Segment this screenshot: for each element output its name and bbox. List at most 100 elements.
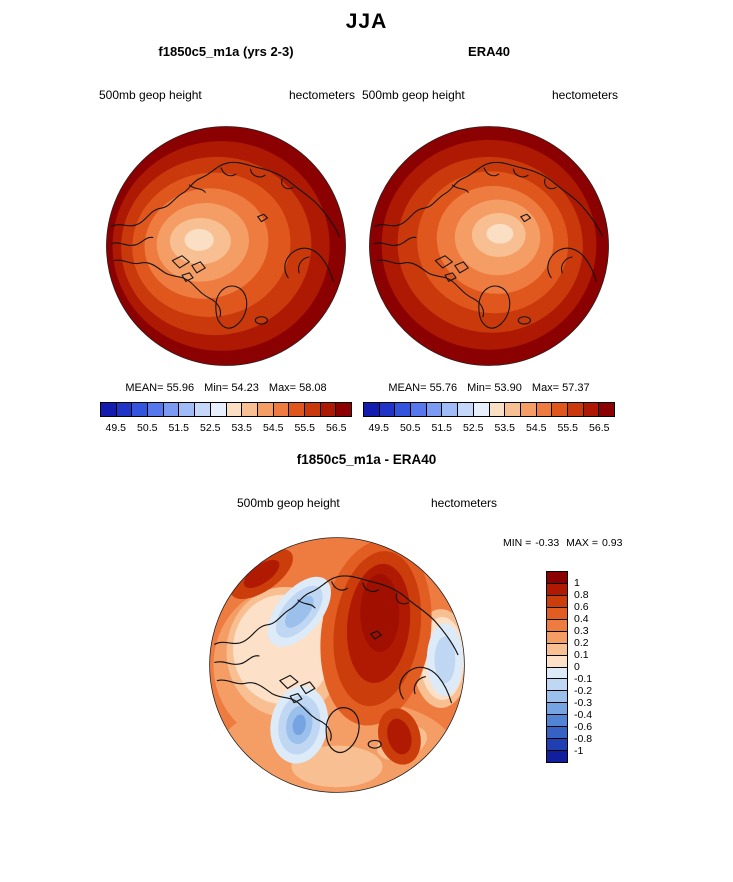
colorbar-segment [442,403,459,416]
colorbar-segment [547,679,567,692]
model-label-row: 500mb geop height hectometers [99,88,355,102]
colorbar-segment [583,403,600,416]
diff-label-row: 500mb geop height hectometers [237,496,497,510]
figure-title: JJA [345,10,388,33]
colorbar-segment [210,403,227,416]
colorbar-segment [273,403,290,416]
diff-map [209,537,465,793]
colorbar-tick-label: 53.5 [494,422,515,434]
mean-label: MEAN= [125,382,164,394]
colorbar-segment [364,403,380,416]
colorbar-segment [304,403,321,416]
model-map [106,126,346,366]
min-label: MIN = [503,537,532,549]
colorbar-tick-label: 54.5 [526,422,547,434]
mean-value: 55.76 [429,382,458,394]
colorbar-segment [547,583,567,596]
colorbar-segment [547,595,567,608]
obs-colorbar-ticks: 49.5 50.5 51.5 52.5 53.5 54.5 55.5 56.5 [363,422,615,435]
colorbar-segment [473,403,490,416]
colorbar-tick-label: 51.5 [168,422,189,434]
colorbar-tick-label: 0 [574,661,580,673]
max-value: 57.37 [562,382,590,394]
colorbar-segment [547,703,567,716]
colorbar-segment [320,403,337,416]
obs-field-label: 500mb geop height [362,88,465,102]
colorbar-tick-label: 56.5 [589,422,610,434]
diff-stats: MIN = -0.33 MAX = 0.93 [503,537,626,549]
colorbar-segment [547,572,567,584]
obs-colorbar [363,402,615,417]
max-value: 0.93 [601,537,623,549]
colorbar-tick-label: 52.5 [463,422,484,434]
colorbar-tick-label: -0.6 [574,721,593,733]
colorbar-segment [599,403,614,416]
panel-obs: ERA40 500mb geop height hectometers MEAN… [358,44,620,446]
max-label: MAX = [566,537,598,549]
diff-contour-fill-layers [209,537,465,793]
colorbar-segment [379,403,396,416]
colorbar-tick-label: 0.2 [574,637,589,649]
min-value: -0.33 [535,537,560,549]
obs-stats: MEAN= 55.76 Min= 53.90 Max= 57.37 [358,382,620,394]
panel-model: f1850c5_m1a (yrs 2-3) 500mb geop height … [95,44,357,446]
colorbar-tick-label: 54.5 [263,422,284,434]
colorbar-segment [547,751,567,762]
diff-colorbar [546,571,568,763]
colorbar-tick-label: -0.8 [574,733,593,745]
colorbar-tick-label: 55.5 [557,422,578,434]
colorbar-segment [426,403,443,416]
colorbar-tick-label: 0.3 [574,625,589,637]
obs-units-label: hectometers [551,88,618,102]
colorbar-tick-label: -0.2 [574,685,593,697]
min-value: 54.23 [231,382,259,394]
colorbar-tick-label: 50.5 [137,422,158,434]
min-label: Min= [204,382,229,394]
colorbar-tick-label: -1 [574,745,584,757]
model-colorbar-ticks: 49.5 50.5 51.5 52.5 53.5 54.5 55.5 56.5 [100,422,352,435]
colorbar-tick-label: 1 [574,577,580,589]
colorbar-segment [242,403,258,416]
colorbar-segment [547,619,567,632]
colorbar-segment [163,403,180,416]
colorbar-segment [116,403,133,416]
colorbar-tick-label: 56.5 [326,422,347,434]
colorbar-tick-label: 49.5 [368,422,389,434]
diff-title: f1850c5_m1a - ERA40 [296,452,437,467]
colorbar-tick-label: -0.1 [574,673,593,685]
colorbar-segment [567,403,584,416]
colorbar-segment [547,715,567,728]
colorbar-segment [552,403,568,416]
colorbar-segment [547,643,567,656]
colorbar-segment [148,403,164,416]
colorbar-segment [520,403,537,416]
colorbar-segment [458,403,474,416]
model-contour-fill-layers [106,126,346,366]
colorbar-segment [226,403,243,416]
model-field-label: 500mb geop height [99,88,202,102]
colorbar-segment [547,607,567,620]
max-label: Max= [531,382,560,394]
colorbar-segment [547,739,567,752]
colorbar-segment [489,403,506,416]
colorbar-tick-label: 51.5 [431,422,452,434]
colorbar-segment [395,403,412,416]
model-stats: MEAN= 55.96 Min= 54.23 Max= 58.08 [95,382,357,394]
max-label: Max= [268,382,297,394]
mean-value: 55.96 [166,382,195,394]
mean-label: MEAN= [388,382,427,394]
colorbar-segment [411,403,427,416]
colorbar-segment [179,403,196,416]
colorbar-tick-label: 50.5 [400,422,421,434]
colorbar-tick-label: 55.5 [294,422,315,434]
colorbar-segment [547,655,567,668]
colorbar-segment [505,403,521,416]
min-value: 53.90 [494,382,522,394]
colorbar-segment [195,403,211,416]
colorbar-tick-label: -0.4 [574,709,593,721]
diff-units-label: hectometers [430,496,497,510]
colorbar-tick-label: 0.4 [574,613,589,625]
colorbar-segment [547,727,567,740]
model-title: f1850c5_m1a (yrs 2-3) [158,44,294,59]
